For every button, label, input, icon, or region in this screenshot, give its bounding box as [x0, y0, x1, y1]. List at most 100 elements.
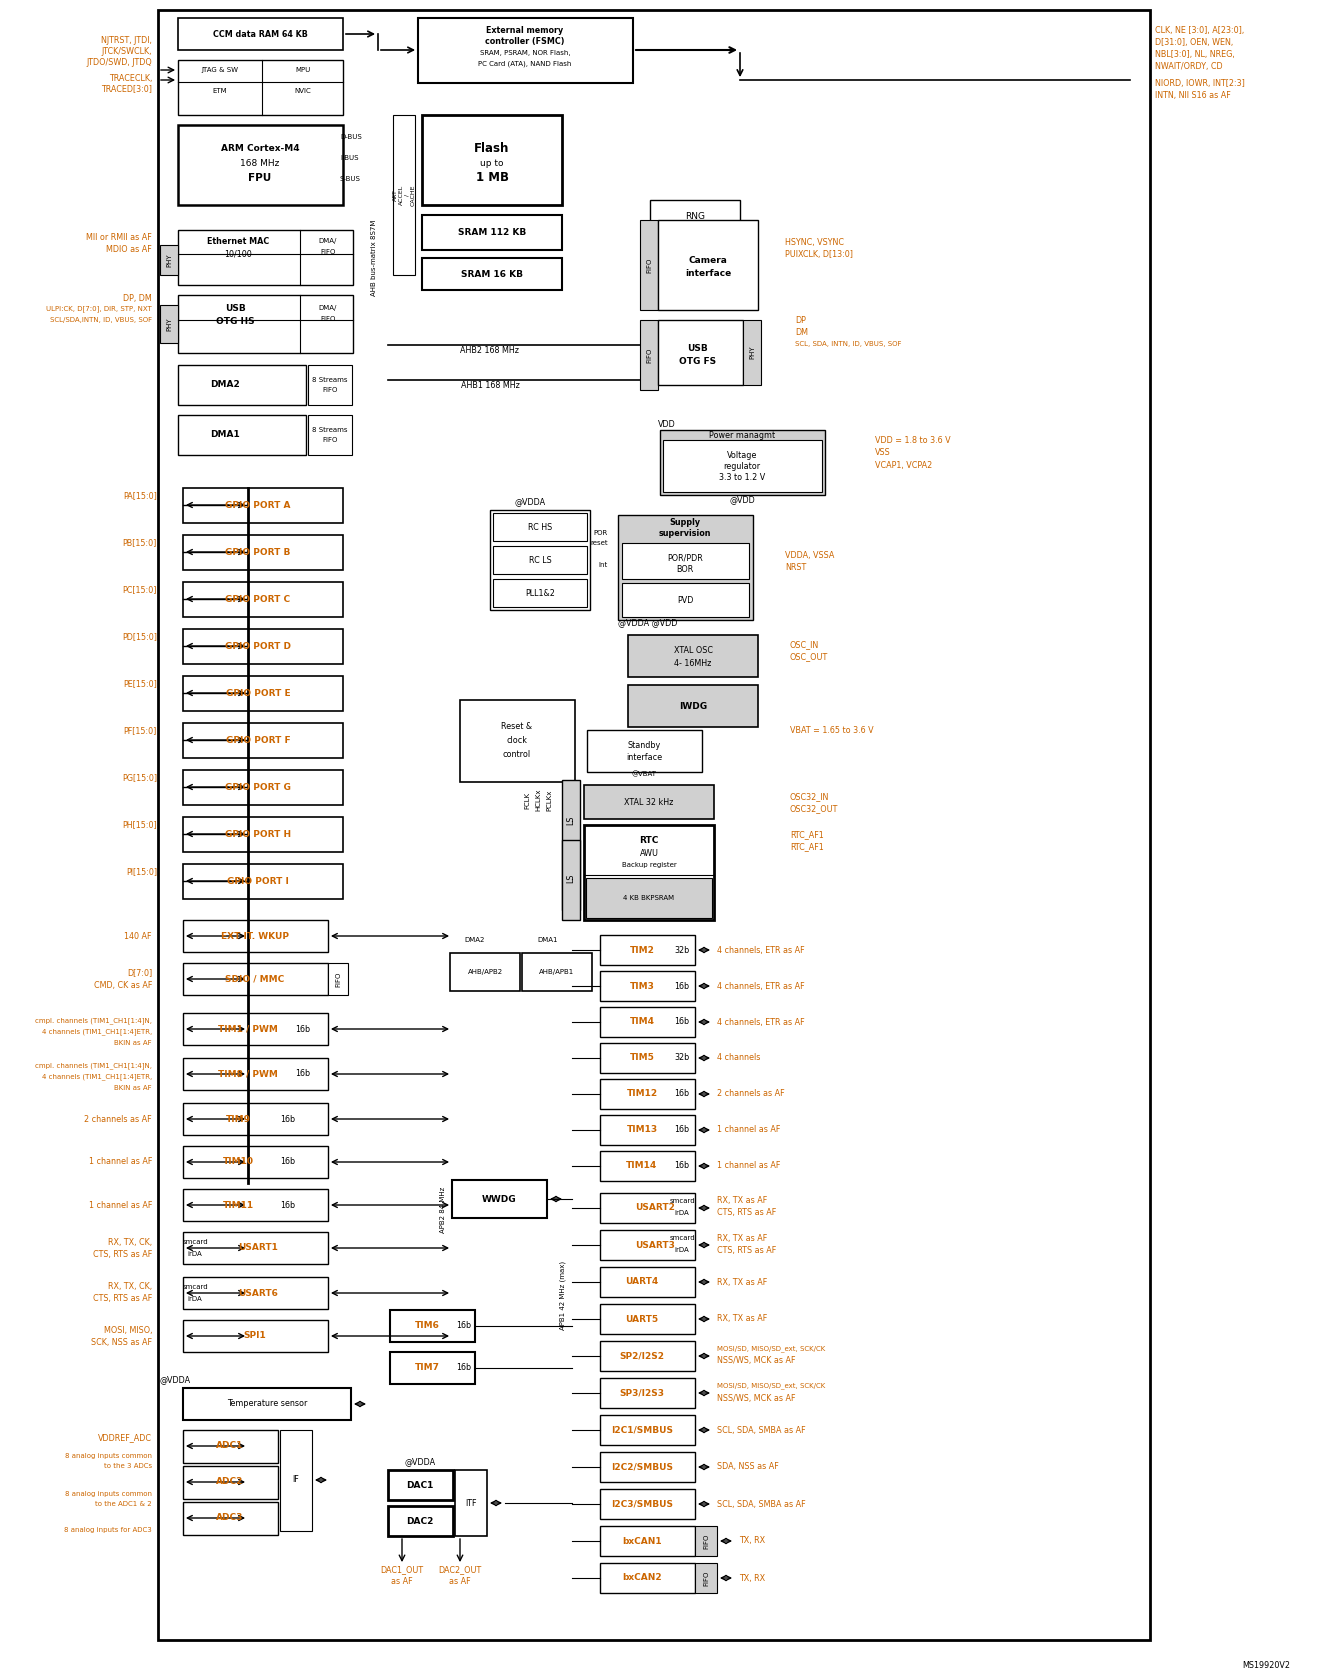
Text: USART6: USART6: [239, 1288, 278, 1298]
Text: TIM2: TIM2: [630, 946, 655, 954]
Text: ITF: ITF: [465, 1499, 477, 1508]
Text: DP: DP: [795, 315, 805, 325]
Text: PLL1&2: PLL1&2: [525, 589, 555, 597]
FancyBboxPatch shape: [600, 1268, 695, 1296]
Text: @VDDA: @VDDA: [159, 1375, 191, 1385]
Text: POR: POR: [593, 530, 608, 537]
FancyBboxPatch shape: [183, 535, 343, 570]
FancyBboxPatch shape: [178, 60, 343, 116]
Text: SCL, SDA, SMBA as AF: SCL, SDA, SMBA as AF: [717, 1499, 805, 1509]
FancyBboxPatch shape: [183, 817, 343, 852]
Text: 16b: 16b: [675, 1018, 689, 1026]
Text: XTAL 32 kHz: XTAL 32 kHz: [625, 798, 673, 807]
Text: MS19920V2: MS19920V2: [1242, 1660, 1290, 1670]
FancyBboxPatch shape: [308, 414, 352, 454]
Text: UART4: UART4: [625, 1278, 659, 1286]
Text: TIM1 / PWM: TIM1 / PWM: [217, 1025, 278, 1033]
FancyBboxPatch shape: [493, 513, 587, 542]
Text: USB: USB: [688, 344, 708, 352]
Text: USART2: USART2: [635, 1204, 675, 1212]
FancyBboxPatch shape: [627, 684, 758, 728]
Text: WWDG: WWDG: [481, 1194, 517, 1204]
FancyBboxPatch shape: [178, 295, 353, 352]
Text: cmpl. channels (TIM1_CH1[1:4]N,: cmpl. channels (TIM1_CH1[1:4]N,: [36, 1018, 152, 1025]
Text: 16b: 16b: [456, 1321, 472, 1330]
Text: FIFO: FIFO: [702, 1533, 709, 1548]
Text: Power managmt: Power managmt: [709, 431, 775, 439]
Text: CMD, CK as AF: CMD, CK as AF: [94, 981, 152, 989]
Text: USB: USB: [224, 304, 245, 312]
Text: PCLKx: PCLKx: [546, 790, 552, 810]
Text: USART3: USART3: [635, 1241, 675, 1249]
Text: DM: DM: [795, 327, 808, 337]
Text: Reset &: Reset &: [501, 721, 532, 731]
Text: PB[15:0]: PB[15:0]: [123, 538, 157, 547]
Text: cmpl. channels (TIM1_CH1[1:4]N,: cmpl. channels (TIM1_CH1[1:4]N,: [36, 1063, 152, 1070]
Text: NIORD, IOWR, INT[2:3]: NIORD, IOWR, INT[2:3]: [1155, 79, 1246, 87]
Text: CTS, RTS as AF: CTS, RTS as AF: [717, 1246, 776, 1254]
Text: TIM3: TIM3: [630, 981, 655, 991]
Text: BOR: BOR: [676, 565, 693, 574]
FancyBboxPatch shape: [183, 1503, 278, 1534]
Text: 2 channels as AF: 2 channels as AF: [84, 1115, 152, 1124]
Text: PE[15:0]: PE[15:0]: [123, 679, 157, 689]
Text: DMA2: DMA2: [465, 937, 485, 942]
Text: 8 Streams: 8 Streams: [312, 428, 348, 433]
FancyBboxPatch shape: [600, 1192, 695, 1223]
Text: PHY: PHY: [166, 317, 173, 330]
FancyBboxPatch shape: [641, 220, 658, 310]
Text: MOSI/SD, MISO/SD_ext, SCK/CK: MOSI/SD, MISO/SD_ext, SCK/CK: [717, 1382, 825, 1389]
Text: ART
ACCEL
/
CACHE: ART ACCEL / CACHE: [393, 184, 415, 206]
Text: 2 channels as AF: 2 channels as AF: [717, 1090, 784, 1098]
Text: 16b: 16b: [675, 1125, 689, 1135]
Text: GPIO PORT E: GPIO PORT E: [225, 689, 290, 698]
FancyBboxPatch shape: [387, 1471, 453, 1499]
Text: DMA1: DMA1: [210, 429, 240, 438]
FancyBboxPatch shape: [360, 18, 387, 498]
Text: Temperature sensor: Temperature sensor: [227, 1400, 307, 1409]
FancyBboxPatch shape: [622, 543, 749, 579]
Text: DAC1_OUT: DAC1_OUT: [381, 1566, 423, 1575]
FancyBboxPatch shape: [183, 1145, 328, 1177]
Text: RX, TX as AF: RX, TX as AF: [717, 1234, 767, 1243]
Text: NVIC: NVIC: [295, 87, 311, 94]
Text: 16b: 16b: [675, 1090, 689, 1098]
FancyBboxPatch shape: [600, 1563, 695, 1593]
Text: NJTRST, JTDI,: NJTRST, JTDI,: [101, 35, 152, 45]
Text: APB1 42 MHz (max): APB1 42 MHz (max): [560, 1261, 567, 1330]
Text: TIM7: TIM7: [414, 1363, 439, 1372]
Text: smcard: smcard: [670, 1197, 695, 1204]
Text: 8 Streams: 8 Streams: [312, 377, 348, 382]
Text: GPIO PORT I: GPIO PORT I: [227, 877, 289, 885]
Text: 16b: 16b: [456, 1363, 472, 1372]
FancyBboxPatch shape: [434, 989, 452, 1430]
Text: SCL, SDA, SMBA as AF: SCL, SDA, SMBA as AF: [717, 1425, 805, 1434]
Text: @VDDA: @VDDA: [514, 498, 546, 506]
FancyBboxPatch shape: [387, 1506, 453, 1536]
Text: DMA/: DMA/: [319, 305, 337, 310]
Text: PD[15:0]: PD[15:0]: [123, 632, 157, 642]
Text: 16b: 16b: [675, 981, 689, 991]
FancyBboxPatch shape: [178, 18, 343, 50]
Text: VCAP1, VCPA2: VCAP1, VCPA2: [875, 461, 932, 470]
FancyBboxPatch shape: [658, 320, 743, 386]
FancyBboxPatch shape: [627, 636, 758, 678]
Text: FIFO: FIFO: [323, 438, 337, 443]
Text: DAC2_OUT: DAC2_OUT: [439, 1566, 481, 1575]
FancyBboxPatch shape: [183, 963, 328, 994]
Text: to the ADC1 & 2: to the ADC1 & 2: [95, 1501, 152, 1508]
Text: FIFO: FIFO: [323, 387, 337, 392]
Text: DMA1: DMA1: [538, 937, 559, 942]
FancyBboxPatch shape: [695, 1526, 717, 1556]
Text: NWAIT/ORDY, CD: NWAIT/ORDY, CD: [1155, 62, 1223, 70]
Text: PC[15:0]: PC[15:0]: [123, 585, 157, 595]
Text: IF: IF: [293, 1476, 299, 1484]
Text: OTG HS: OTG HS: [216, 317, 254, 325]
Text: ARM Cortex-M4: ARM Cortex-M4: [220, 144, 299, 153]
Text: supervision: supervision: [659, 528, 712, 538]
FancyBboxPatch shape: [452, 1181, 547, 1218]
FancyBboxPatch shape: [587, 729, 702, 771]
Text: GPIO PORT D: GPIO PORT D: [225, 642, 291, 651]
Text: ADC1: ADC1: [216, 1442, 244, 1451]
Text: irDA: irDA: [675, 1211, 689, 1216]
